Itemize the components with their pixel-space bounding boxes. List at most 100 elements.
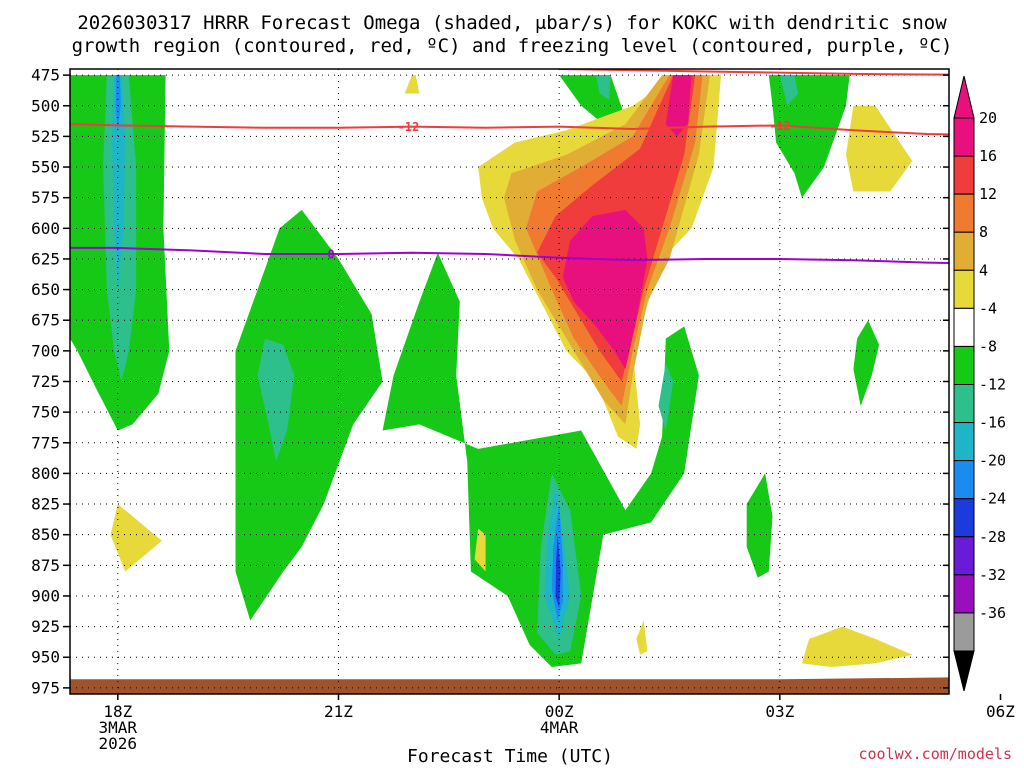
colorbar-swatch bbox=[953, 422, 975, 462]
x-tick-label: 21Z bbox=[324, 702, 353, 721]
x-tick-label: 2026 bbox=[99, 734, 138, 753]
x-tick-label: 3MAR bbox=[99, 718, 138, 737]
colorbar-min-arrow bbox=[953, 650, 975, 692]
colorbar-swatch bbox=[953, 155, 975, 195]
colorbar-swatch bbox=[953, 117, 975, 157]
colorbar-swatch bbox=[953, 307, 975, 347]
colorbar-label: 12 bbox=[979, 185, 997, 203]
y-tick-label: 775 bbox=[31, 433, 60, 452]
x-tick-label: 00Z bbox=[545, 702, 574, 721]
contour-line-dgz-minus-18 bbox=[559, 69, 949, 76]
omega-region-teal bbox=[257, 338, 295, 462]
x-tick-label: 06Z bbox=[986, 702, 1015, 721]
omega-region-yellow bbox=[1004, 641, 1024, 663]
y-tick-label: 500 bbox=[31, 96, 60, 115]
colorbar-swatch bbox=[953, 498, 975, 538]
omega-shaded-layer bbox=[70, 75, 1024, 668]
contour-layer: -12-12-1800 bbox=[70, 69, 949, 264]
y-tick-label: 625 bbox=[31, 249, 60, 268]
x-axis-title: Forecast Time (UTC) bbox=[407, 746, 613, 767]
contour-line-freezing-level-0 bbox=[70, 246, 949, 264]
colorbar-label: -20 bbox=[979, 452, 1006, 470]
omega-region-blue bbox=[115, 75, 121, 131]
colorbar-label: -4 bbox=[979, 299, 997, 317]
omega-region-yellow bbox=[846, 105, 913, 192]
x-axis: 18Z3MAR202621Z00Z4MAR03Z06Z09Z bbox=[99, 694, 1015, 753]
colorbar-label: -24 bbox=[979, 490, 1006, 508]
terrain-surface bbox=[70, 677, 949, 694]
grid-layer bbox=[70, 69, 949, 694]
colorbar-swatch bbox=[953, 345, 975, 385]
omega-region-yellow bbox=[110, 504, 162, 572]
omega-region-green bbox=[853, 320, 880, 406]
omega-region-magenta bbox=[562, 209, 648, 370]
y-tick-label: 925 bbox=[31, 617, 60, 636]
omega-region-green bbox=[746, 473, 773, 578]
y-tick-label: 725 bbox=[31, 372, 60, 391]
omega-region-teal bbox=[595, 75, 611, 100]
y-tick-label: 850 bbox=[31, 525, 60, 544]
colorbar-label: 16 bbox=[979, 147, 997, 165]
chart-title: 2026030317 HRRR Forecast Omega (shaded, … bbox=[72, 12, 953, 57]
colorbar-swatch bbox=[953, 231, 975, 271]
terrain-layer bbox=[70, 677, 949, 694]
omega-region-green bbox=[382, 252, 699, 668]
y-tick-label: 475 bbox=[31, 66, 60, 85]
y-tick-label: 600 bbox=[31, 219, 60, 238]
contour-line-dgz-minus-12 bbox=[70, 123, 949, 136]
omega-region-green bbox=[768, 75, 850, 198]
y-tick-label: 750 bbox=[31, 403, 60, 422]
omega-region-yellow bbox=[1004, 382, 1024, 529]
colorbar-label: 4 bbox=[979, 261, 988, 279]
omega-region-teal bbox=[658, 363, 674, 431]
omega-region-darkblue bbox=[555, 534, 561, 609]
omega-region-green bbox=[235, 209, 383, 621]
contour-label-dgz-minus-12: -12 bbox=[398, 120, 420, 134]
colorbar-max-arrow bbox=[953, 75, 975, 119]
colorbar-swatch bbox=[953, 536, 975, 576]
colorbar-label: -32 bbox=[979, 566, 1006, 584]
colorbar-label: 20 bbox=[979, 109, 997, 127]
colorbar-label: -12 bbox=[979, 376, 1006, 394]
omega-region-yellow bbox=[801, 626, 913, 667]
y-axis: 475 500 525 550 575 600 625 650 675 700 725 750 775 8… bbox=[31, 66, 949, 697]
y-tick-label: 800 bbox=[31, 464, 60, 483]
x-tick-label: 18Z bbox=[103, 702, 132, 721]
y-tick-label: 825 bbox=[31, 495, 60, 514]
contour-label-dgz-minus-12: -12 bbox=[769, 119, 791, 133]
colorbar-swatch bbox=[953, 574, 975, 614]
y-tick-label: 550 bbox=[31, 158, 60, 177]
x-tick-label: 4MAR bbox=[540, 718, 579, 737]
colorbar-label: -36 bbox=[979, 604, 1006, 622]
omega-region-cyan bbox=[975, 75, 982, 93]
y-tick-label: 525 bbox=[31, 127, 60, 146]
colorbar-label: -16 bbox=[979, 414, 1006, 432]
y-tick-label: 575 bbox=[31, 188, 60, 207]
y-tick-label: 675 bbox=[31, 311, 60, 330]
omega-region-cyan bbox=[111, 75, 126, 290]
colorbar-label: -8 bbox=[979, 337, 997, 355]
colorbar-swatch bbox=[953, 193, 975, 233]
colorbar-swatch bbox=[953, 269, 975, 309]
y-tick-label: 650 bbox=[31, 280, 60, 299]
credit-text: coolwx.com/models bbox=[858, 745, 1012, 763]
omega-region-yellow bbox=[474, 528, 486, 572]
y-tick-label: 875 bbox=[31, 556, 60, 575]
title-line-2: growth region (contoured, red, ºC) and f… bbox=[72, 35, 953, 57]
colorbar-swatch bbox=[953, 384, 975, 424]
y-tick-label: 900 bbox=[31, 586, 60, 605]
omega-region-teal bbox=[779, 75, 799, 106]
omega-region-yellow bbox=[404, 75, 420, 94]
y-tick-label: 975 bbox=[31, 678, 60, 697]
colorbar-label: -28 bbox=[979, 528, 1006, 546]
omega-region-yellow bbox=[636, 620, 648, 655]
colorbar-label: 8 bbox=[979, 223, 988, 241]
colorbar-swatch bbox=[953, 612, 975, 652]
omega-region-magenta bbox=[665, 75, 692, 137]
y-tick-label: 950 bbox=[31, 648, 60, 667]
colorbar: 20 16 12 8 4 -4 -8 -12 -16 -20 -24 -28 -32 -36 bbox=[953, 75, 1006, 692]
plot-area: -12-12-1800 bbox=[70, 69, 1024, 694]
y-tick-label: 700 bbox=[31, 341, 60, 360]
x-tick-label: 03Z bbox=[765, 702, 794, 721]
